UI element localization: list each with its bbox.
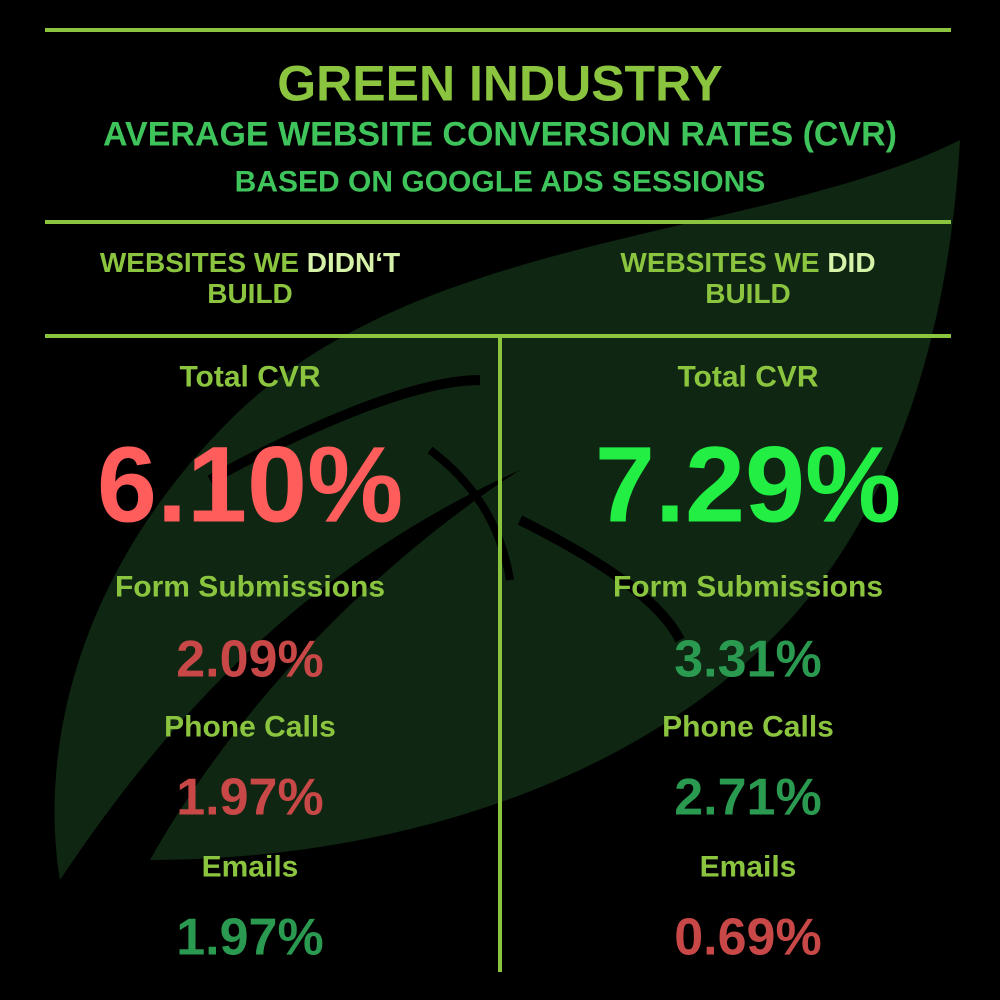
metric-label: Total CVR: [677, 360, 819, 394]
column-heading: WEBSITES WE DIDN‘T BUILD: [20, 247, 480, 310]
rule: [45, 28, 951, 32]
metric-label: Form Submissions: [612, 570, 884, 604]
metric-value: 7.29%: [594, 423, 902, 545]
heading-text: BUILD: [207, 278, 293, 309]
subtitle: AVERAGE WEBSITE CONVERSION RATES (CVR): [102, 115, 898, 154]
metric-label: Emails: [699, 850, 797, 884]
heading-highlight: DID: [827, 247, 876, 279]
rule: [45, 220, 951, 224]
metric-value: 1.97%: [176, 908, 324, 967]
metric-label: Emails: [201, 850, 299, 884]
metric-label: Form Submissions: [114, 570, 386, 604]
metric-label: Phone Calls: [164, 710, 336, 744]
rule: [45, 334, 951, 338]
metric-value: 3.31%: [674, 630, 822, 689]
metric-value: 2.09%: [176, 630, 324, 689]
note: BASED ON GOOGLE ADS SESSIONS: [234, 165, 766, 199]
column-heading: WEBSITES WE DID BUILD: [518, 247, 978, 310]
metric-value: 1.97%: [176, 768, 324, 827]
metric-label: Phone Calls: [662, 710, 834, 744]
divider: [498, 338, 502, 972]
metric-value: 2.71%: [674, 768, 822, 827]
heading-text: WEBSITES WE: [99, 247, 299, 279]
heading-highlight: DIDN‘T: [306, 247, 401, 279]
metric-label: Total CVR: [179, 360, 321, 394]
heading-text: BUILD: [705, 278, 791, 309]
heading-text: WEBSITES WE: [620, 247, 820, 279]
metric-value: 0.69%: [674, 908, 822, 967]
metric-value: 6.10%: [96, 423, 404, 545]
title: GREEN INDUSTRY: [277, 55, 723, 112]
